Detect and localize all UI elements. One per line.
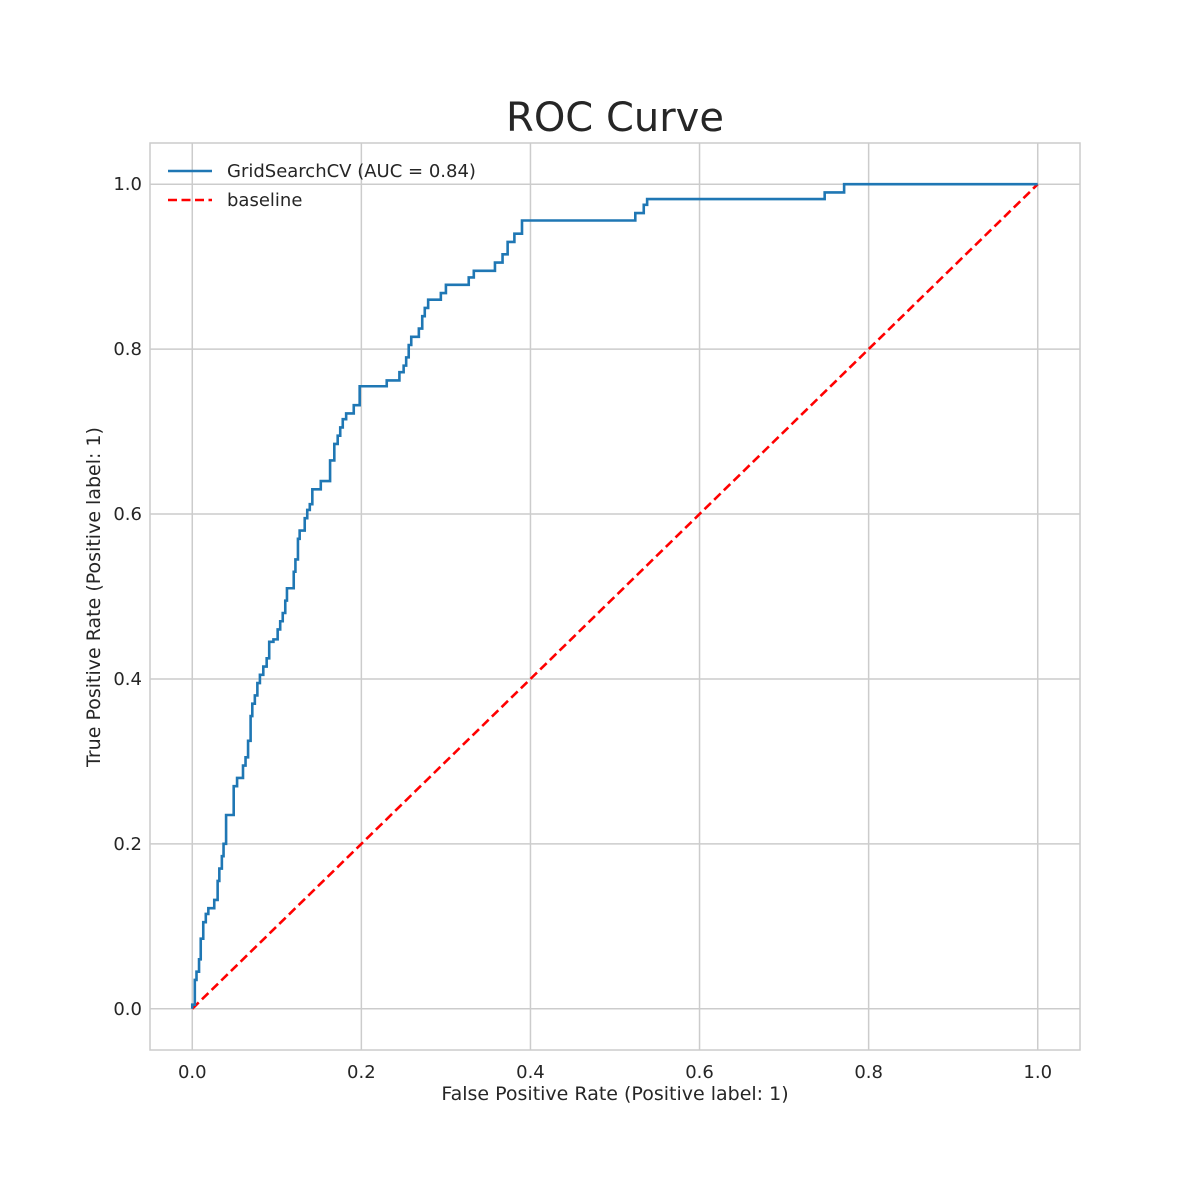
grid <box>150 143 1080 1050</box>
y-tick-label: 1.0 <box>113 174 142 195</box>
x-tick-label: 0.4 <box>516 1062 545 1083</box>
chart-title: ROC Curve <box>506 95 724 141</box>
x-axis-label: False Positive Rate (Positive label: 1) <box>441 1083 788 1105</box>
legend-roc-label: GridSearchCV (AUC = 0.84) <box>227 161 476 182</box>
y-tick-label: 0.2 <box>113 834 142 855</box>
y-tick-label: 0.6 <box>113 504 142 525</box>
plot-frame <box>149 142 1081 1051</box>
y-tick-label: 0.0 <box>113 999 142 1020</box>
x-tick-label: 0.2 <box>347 1062 376 1083</box>
y-axis-label: True Positive Rate (Positive label: 1) <box>83 427 105 768</box>
roc-curve-line <box>190 182 1038 1009</box>
x-tick-label: 1.0 <box>1023 1062 1052 1083</box>
legend-baseline-label: baseline <box>227 190 302 211</box>
x-tick-label: 0.8 <box>854 1062 883 1083</box>
baseline-line <box>191 183 1039 1010</box>
x-tick-label: 0.0 <box>178 1062 207 1083</box>
y-tick-label: 0.8 <box>113 339 142 360</box>
series-layer <box>190 182 1039 1010</box>
x-tick-label: 0.6 <box>685 1062 714 1083</box>
y-tick-labels: 0.0 0.2 0.4 0.6 0.8 1.0 <box>113 174 142 1020</box>
legend: GridSearchCV (AUC = 0.84) baseline <box>168 161 476 211</box>
y-tick-label: 0.4 <box>113 669 142 690</box>
x-tick-labels: 0.0 0.2 0.4 0.6 0.8 1.0 <box>178 1062 1052 1083</box>
